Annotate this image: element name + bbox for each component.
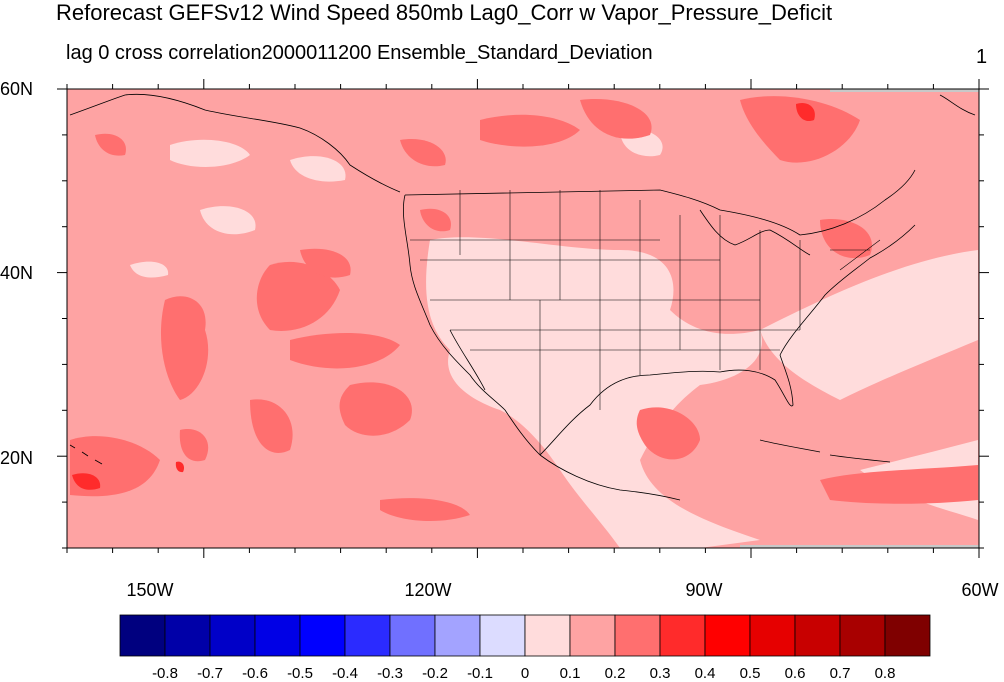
coastlines-and-borders [69, 94, 976, 501]
colorbar-label: 0.5 [740, 665, 761, 682]
lat-label-20n: 20N [0, 448, 34, 468]
colorbar-label: -0.5 [287, 665, 313, 682]
colorbar-swatch [884, 614, 931, 657]
lat-label-60n: 60N [0, 79, 34, 99]
colorbar-label: 0 [521, 665, 529, 682]
colorbar-label: 0.6 [785, 665, 806, 682]
colorbar-label: 0.8 [875, 665, 896, 682]
lon-label-90w: 90W [685, 580, 723, 600]
colorbar-label: -0.8 [152, 665, 178, 682]
plot-title: Reforecast GEFSv12 Wind Speed 850mb Lag0… [56, 0, 833, 25]
colorbar-swatch [569, 614, 616, 657]
colorbar-swatch [749, 614, 796, 657]
colorbar-swatch [344, 614, 391, 657]
colorbar-swatch [659, 614, 706, 657]
moderate-correlation-regions [70, 96, 978, 522]
colorbar-label: 0.1 [560, 665, 581, 682]
colorbar-label: -0.1 [467, 665, 493, 682]
missing-data-bottom [740, 545, 979, 548]
map-field [67, 89, 979, 548]
colorbar-label: -0.3 [377, 665, 403, 682]
colorbar-swatch [614, 614, 661, 657]
colorbar-label: -0.4 [332, 665, 358, 682]
colorbar-label: -0.6 [242, 665, 268, 682]
colorbar-swatch [389, 614, 436, 657]
lat-label-40n: 40N [0, 263, 34, 283]
lon-label-120w: 120W [404, 580, 452, 600]
colorbar-label: -0.7 [197, 665, 223, 682]
lon-label-150w: 150W [126, 580, 174, 600]
colorbar-label: 0.4 [695, 665, 716, 682]
missing-data-top [830, 89, 979, 92]
colorbar-label: -0.2 [422, 665, 448, 682]
colorbar-label: 0.7 [830, 665, 851, 682]
colorbar-swatch [209, 614, 256, 657]
colorbar-swatch [479, 614, 526, 657]
right-annotation: 1 [976, 46, 988, 68]
colorbar-swatch [299, 614, 346, 657]
plot-subtitle: lag 0 cross correlation2000011200 Ensemb… [66, 42, 653, 64]
high-correlation-spots [72, 102, 815, 490]
colorbar-swatch [164, 614, 211, 657]
colorbar-label: 0.3 [650, 665, 671, 682]
colorbar-swatch [119, 614, 166, 657]
state-boundaries [410, 190, 881, 455]
colorbar-swatch [704, 614, 751, 657]
colorbar-swatch [434, 614, 481, 657]
colorbar-label: 0.2 [605, 665, 626, 682]
colorbar-swatch [254, 614, 301, 657]
colorbar-swatch [524, 614, 571, 657]
colorbar-swatch [794, 614, 841, 657]
lon-label-60w: 60W [961, 580, 999, 600]
axis-ticks [57, 79, 989, 558]
colorbar: -0.8 -0.7 -0.6 -0.5 -0.4 -0.3 -0.2 -0.1 0 0.1 0.2 0… [119, 614, 931, 682]
colorbar-swatch [839, 614, 886, 657]
